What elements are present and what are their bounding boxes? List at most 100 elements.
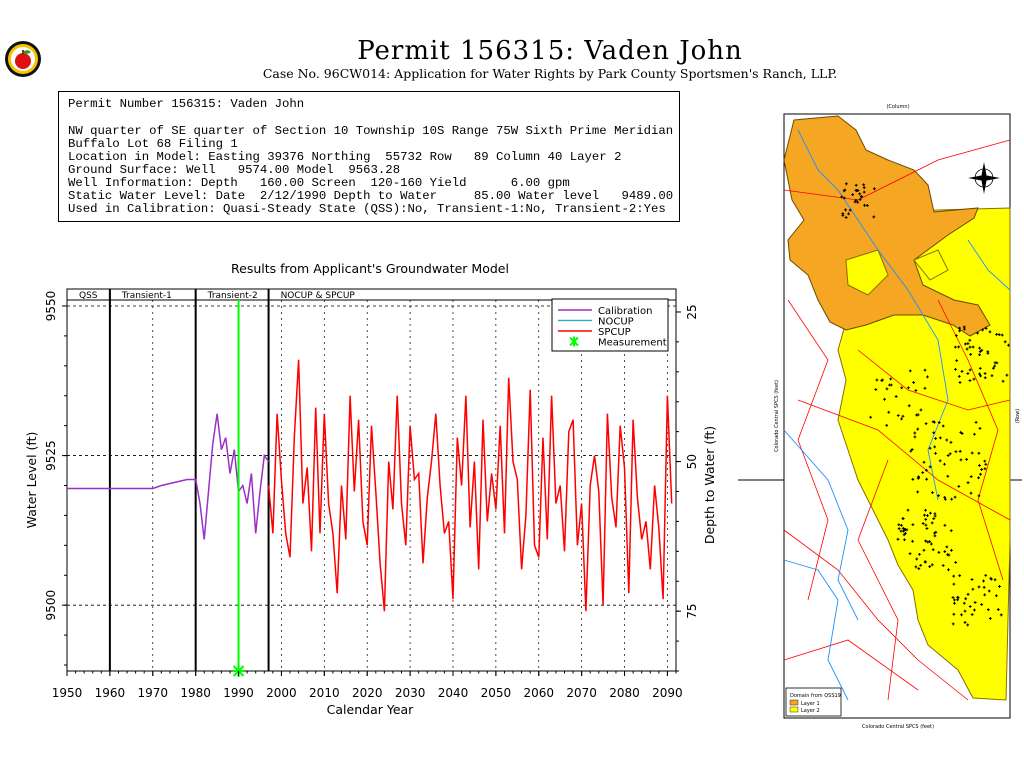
well-marker	[962, 601, 966, 605]
well-marker	[956, 598, 960, 602]
y2-tick-label: 50	[685, 454, 699, 469]
x-tick-label: 2070	[566, 686, 597, 700]
well-marker	[966, 481, 970, 484]
well-marker	[984, 326, 988, 330]
well-marker	[858, 198, 862, 201]
well-marker	[951, 596, 955, 599]
well-marker	[933, 445, 937, 449]
period-label: Transient-1	[121, 291, 172, 301]
well-marker	[929, 511, 932, 515]
well-marker	[978, 372, 981, 376]
plot-frame	[66, 288, 677, 672]
well-marker	[933, 420, 936, 424]
permit-info-box: Permit Number 156315: Vaden John NW quar…	[58, 91, 680, 222]
well-marker	[841, 213, 845, 217]
well-marker	[956, 595, 959, 599]
x-tick-label: 2040	[438, 686, 469, 700]
y-tick-label: 9500	[44, 590, 58, 621]
well-marker	[915, 557, 919, 561]
well-marker	[932, 517, 936, 521]
well-marker	[968, 338, 972, 342]
well-marker	[977, 451, 981, 455]
well-marker	[966, 592, 970, 596]
well-marker	[989, 577, 993, 581]
well-marker	[926, 375, 929, 379]
well-marker	[863, 203, 866, 207]
well-marker	[914, 565, 918, 569]
well-marker	[900, 524, 903, 527]
well-marker	[916, 413, 920, 417]
well-marker	[954, 334, 958, 338]
well-marker	[911, 477, 915, 481]
well-marker	[970, 613, 974, 616]
well-marker	[853, 200, 857, 204]
well-marker	[958, 449, 962, 453]
well-marker	[911, 523, 915, 527]
well-marker	[888, 383, 892, 387]
well-marker	[965, 457, 968, 461]
well-marker	[963, 609, 967, 613]
well-marker	[916, 490, 920, 494]
well-marker	[947, 568, 950, 572]
well-marker	[842, 196, 846, 200]
well-marker	[937, 494, 940, 498]
well-marker	[912, 381, 916, 384]
well-marker	[978, 346, 982, 350]
page-subtitle: Case No. 96CW014: Application for Water …	[262, 66, 838, 81]
info-calibration-use: Used in Calibration: Quasi-Steady State …	[68, 202, 666, 216]
map-layer1-domain	[783, 115, 991, 337]
well-marker	[925, 477, 929, 481]
y2-tick-label: 75	[685, 604, 699, 619]
well-marker	[933, 534, 937, 538]
well-marker	[999, 613, 1003, 617]
well-marker	[954, 561, 958, 564]
well-marker	[968, 605, 972, 608]
well-marker	[885, 423, 889, 427]
well-marker	[943, 523, 947, 527]
well-marker	[995, 332, 999, 336]
well-marker	[903, 528, 907, 532]
well-marker	[957, 374, 961, 378]
groundwater-chart: Results from Applicant's Groundwater Mod…	[24, 261, 717, 717]
well-marker	[924, 422, 928, 426]
well-marker	[972, 377, 976, 381]
well-marker	[958, 326, 961, 330]
well-marker	[988, 330, 992, 334]
well-marker	[897, 523, 901, 527]
well-marker	[958, 381, 962, 384]
well-marker	[980, 603, 984, 606]
well-marker	[869, 415, 872, 419]
x-tick-label: 2080	[609, 686, 640, 700]
well-marker	[983, 467, 987, 471]
period-label: NOCUP & SPCUP	[281, 291, 356, 301]
well-marker	[965, 347, 969, 351]
well-marker	[885, 387, 889, 391]
well-marker	[952, 582, 956, 586]
well-marker	[950, 548, 953, 552]
well-marker	[900, 417, 903, 421]
well-marker	[928, 465, 932, 469]
info-static-water-level: Static Water Level: Date 2/12/1990 Depth…	[68, 189, 674, 203]
well-marker	[960, 432, 964, 435]
well-marker	[980, 468, 984, 471]
well-marker	[958, 329, 962, 333]
legend-box	[551, 298, 669, 352]
well-marker	[986, 351, 990, 355]
map-x-axis-label: Colorado Central SPCS (feet)	[862, 724, 934, 730]
well-marker	[934, 530, 938, 534]
well-marker	[931, 548, 935, 552]
well-marker	[943, 550, 947, 553]
legend-measurement-marker	[569, 336, 579, 347]
well-marker	[913, 431, 917, 435]
well-marker	[977, 476, 980, 480]
x-tick-label: 1950	[52, 686, 83, 700]
well-marker	[952, 574, 956, 578]
y-axis-label: Water Level (ft)	[24, 432, 39, 529]
well-marker	[917, 475, 920, 479]
well-marker	[993, 578, 997, 582]
well-marker	[941, 424, 945, 428]
map-well-markers	[840, 182, 1010, 627]
well-marker	[854, 183, 858, 187]
well-marker	[943, 495, 947, 499]
